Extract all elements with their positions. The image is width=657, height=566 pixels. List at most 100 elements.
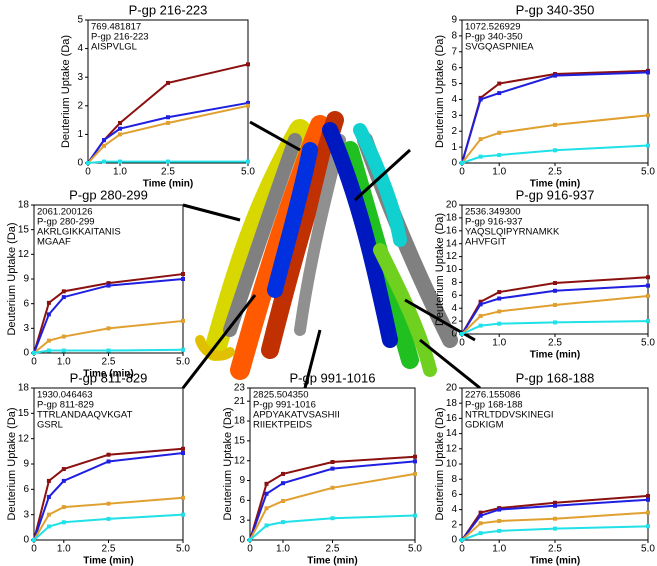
data-point: [460, 332, 464, 336]
plot-frame: [33, 387, 184, 541]
annotation: SVGQASPNIEA: [465, 42, 534, 53]
data-point: [646, 493, 650, 498]
data-point: [646, 70, 650, 75]
y-tick-label: 10: [446, 459, 458, 470]
annotation: P-gp 991-1016: [253, 400, 316, 411]
x-tick-label: 5.0: [641, 167, 655, 178]
data-point: [553, 500, 557, 505]
data-point: [497, 309, 502, 314]
data-point: [553, 503, 557, 508]
panel-title: P-gp 280-299: [69, 187, 148, 202]
data-point: [553, 320, 557, 325]
y-tick-label: 5: [451, 78, 457, 89]
x-tick-label: 1.0: [492, 167, 506, 178]
data-point: [553, 288, 557, 293]
y-tick-label: 21: [234, 396, 246, 407]
annotation: 2825.504350: [253, 390, 308, 401]
data-point: [61, 505, 66, 510]
data-point: [46, 494, 51, 499]
y-tick-label: 6: [23, 298, 29, 309]
data-point: [46, 338, 51, 343]
y-tick-label: 8: [451, 277, 457, 288]
x-tick-label: 1.0: [57, 544, 71, 555]
data-point: [246, 159, 250, 164]
annotation: 1072.526929: [465, 22, 520, 33]
y-tick-label: 16: [446, 225, 458, 236]
data-point: [46, 524, 51, 529]
y-tick-label: 0: [23, 535, 29, 546]
annotation: GSRL: [37, 420, 63, 431]
x-tick-label: 1.0: [276, 544, 290, 555]
x-tick-label: 0: [247, 544, 253, 555]
x-tick-label: 5.0: [176, 544, 190, 555]
data-point: [497, 528, 502, 533]
annotation: GDKIGM: [465, 420, 504, 431]
panel-title: P-gp 916-937: [516, 187, 595, 202]
y-tick-label: 15: [234, 436, 246, 447]
annotation: P-gp 168-188: [465, 400, 523, 411]
x-axis-label: Time (min): [530, 556, 580, 566]
data-point: [553, 526, 557, 531]
data-point: [497, 91, 502, 96]
data-point: [281, 481, 285, 486]
annotation: P-gp 216-223: [91, 32, 149, 43]
y-tick-label: 12: [234, 455, 246, 466]
data-point: [553, 516, 557, 521]
data-point: [281, 520, 285, 525]
data-point: [61, 295, 66, 300]
y-tick-label: 6: [239, 495, 245, 506]
data-point: [46, 300, 51, 305]
x-tick-label: 0: [85, 167, 91, 178]
x-tick-label: 2.5: [161, 167, 175, 178]
data-point: [553, 73, 557, 78]
data-point: [646, 275, 650, 280]
data-point: [118, 120, 122, 125]
data-point: [118, 159, 122, 164]
data-point: [413, 471, 417, 476]
x-tick-label: 2.5: [102, 544, 116, 555]
data-point: [553, 148, 557, 153]
data-point: [166, 80, 170, 85]
data-point: [46, 312, 51, 317]
data-point: [106, 452, 111, 457]
y-tick-label: 18: [446, 213, 458, 224]
data-point: [553, 122, 557, 127]
x-tick-label: 0: [459, 338, 465, 349]
data-point: [102, 138, 106, 143]
data-point: [264, 523, 269, 528]
y-tick-label: 10: [446, 264, 458, 275]
y-tick-label: 2: [451, 519, 457, 530]
y-tick-label: 3: [23, 323, 29, 334]
data-point: [646, 319, 650, 324]
y-tick-label: 6: [451, 290, 457, 301]
y-axis-label: Deuterium Uptake (Da): [434, 35, 446, 148]
y-tick-label: 0: [23, 348, 29, 359]
data-point: [181, 318, 185, 323]
data-point: [106, 283, 111, 288]
data-point: [181, 451, 185, 456]
connectors: [181, 120, 481, 390]
data-point: [497, 519, 502, 523]
x-tick-label: 0: [459, 167, 465, 178]
data-point: [264, 481, 269, 486]
data-point: [478, 513, 483, 518]
x-tick-label: 2.5: [326, 544, 340, 555]
x-tick-label: 5.0: [408, 544, 422, 555]
annotation: P-gp 916-937: [465, 217, 523, 228]
annotation: 2536.349300: [465, 207, 520, 218]
x-tick-label: 1.0: [492, 338, 506, 349]
annotation: MGAAF: [37, 237, 71, 248]
annotation: AKRLGIKKAITANIS: [37, 227, 121, 238]
x-tick-label: 0: [31, 544, 37, 555]
x-tick-label: 5.0: [176, 357, 190, 368]
x-tick-label: 0: [459, 544, 465, 555]
annotation: YAQSLQIPYRNAMKK: [465, 227, 560, 238]
data-point: [478, 313, 483, 318]
data-point: [106, 459, 111, 464]
data-point: [413, 454, 417, 459]
annotation: P-gp 811-829: [37, 400, 94, 411]
x-axis-label: Time (min): [83, 556, 133, 566]
data-point: [61, 478, 66, 483]
x-tick-label: 5.0: [641, 338, 655, 349]
